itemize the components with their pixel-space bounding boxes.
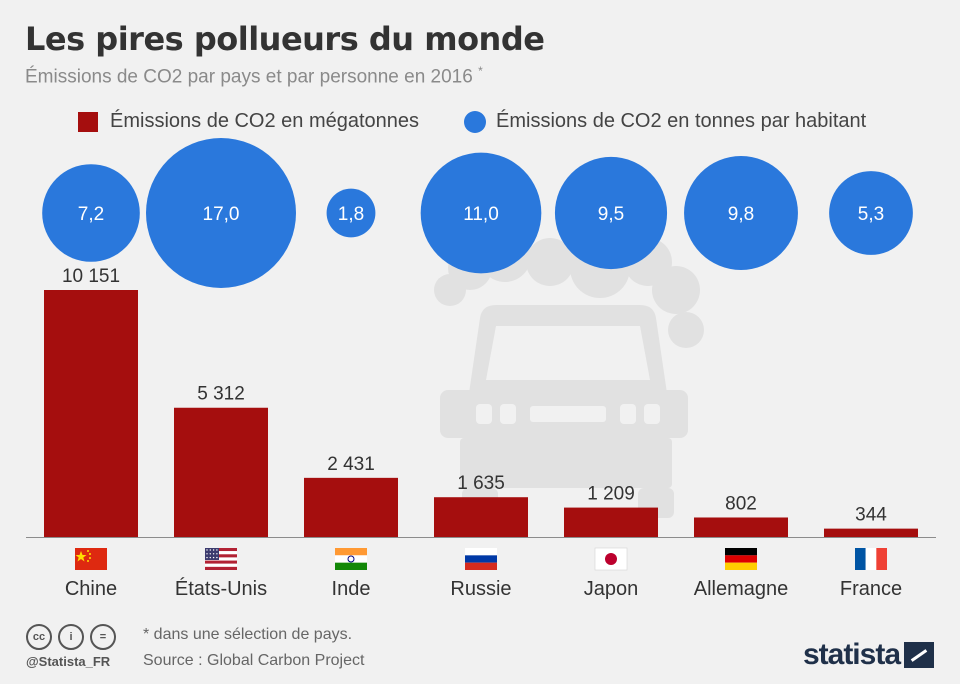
- bar-value-label: 5 312: [197, 384, 245, 405]
- statista-logo-icon: [904, 642, 934, 668]
- bubble-value-label: 9,5: [598, 204, 624, 225]
- bar-value-label: 344: [855, 505, 887, 526]
- bubble-value-label: 11,0: [463, 204, 499, 225]
- bubble-value-label: 1,8: [338, 204, 364, 225]
- subtitle-text: Émissions de CO2 par pays et par personn…: [25, 66, 473, 88]
- bubble-value-label: 7,2: [78, 204, 104, 225]
- cc-icon: cc: [26, 624, 52, 650]
- category-label: Inde: [332, 578, 371, 600]
- category-label: Allemagne: [694, 578, 789, 600]
- legend-bar-label: Émissions de CO2 en mégatonnes: [110, 110, 420, 132]
- legend-bubble-label: Émissions de CO2 en tonnes par habitant: [496, 110, 867, 132]
- usa-flag: [205, 548, 237, 570]
- bar-6: [824, 528, 918, 537]
- source-note: Source : Global Carbon Project: [143, 652, 365, 669]
- bubble-value-label: 5,3: [858, 204, 884, 225]
- bubble-value-label: 9,8: [728, 204, 754, 225]
- bubble-3: [420, 152, 542, 274]
- legend-bar-swatch: [78, 111, 98, 132]
- chart-subtitle: Émissions de CO2 par pays et par personn…: [25, 64, 483, 88]
- france-flag: [855, 548, 887, 570]
- bar-value-label: 10 151: [62, 266, 120, 287]
- bubble-6: [829, 171, 913, 255]
- bubble-4: [554, 156, 668, 270]
- bubble-2: [326, 188, 376, 238]
- china-flag: [75, 548, 107, 570]
- japan-flag: [594, 547, 628, 571]
- statista-logo[interactable]: statista: [803, 638, 934, 672]
- statista-wordmark: statista: [802, 638, 901, 671]
- bar-value-label: 1 209: [587, 484, 635, 505]
- bar-value-label: 1 635: [457, 473, 505, 494]
- bubble-5: [684, 156, 798, 270]
- india-flag: [335, 548, 367, 570]
- russia-flag: [465, 548, 497, 570]
- bubble-1: [146, 138, 296, 288]
- category-label: France: [840, 578, 902, 600]
- bar-value-label: 802: [725, 493, 757, 514]
- category-label: Russie: [450, 578, 511, 600]
- bubble-0: [42, 164, 140, 262]
- no-derivatives-icon: =: [90, 624, 116, 650]
- bar-2: [304, 477, 398, 537]
- twitter-handle: @Statista_FR: [26, 654, 111, 669]
- bar-5: [694, 517, 788, 537]
- germany-flag: [725, 548, 757, 570]
- category-label: Chine: [65, 578, 117, 600]
- license-icons: cc i =: [26, 624, 116, 650]
- footnote: * dans une sélection de pays.: [143, 626, 353, 643]
- bar-0: [44, 290, 138, 537]
- legend-item-megatonnes: Émissions de CO2 en mégatonnes: [78, 110, 419, 133]
- category-label: États-Unis: [175, 577, 267, 600]
- bar-3: [434, 497, 528, 537]
- bar-value-label: 2 431: [327, 454, 375, 475]
- legend-bubble-swatch: [464, 110, 486, 133]
- attribution-icon: i: [58, 624, 84, 650]
- chart-title: Les pires pollueurs du monde: [25, 20, 545, 58]
- subtitle-footnote-mark: *: [478, 64, 483, 78]
- bubble-value-label: 17,0: [203, 204, 240, 225]
- category-label: Japon: [584, 578, 639, 600]
- legend-item-per-capita: Émissions de CO2 en tonnes par habitant: [464, 110, 866, 133]
- bar-1: [174, 407, 268, 537]
- bar-4: [564, 507, 658, 537]
